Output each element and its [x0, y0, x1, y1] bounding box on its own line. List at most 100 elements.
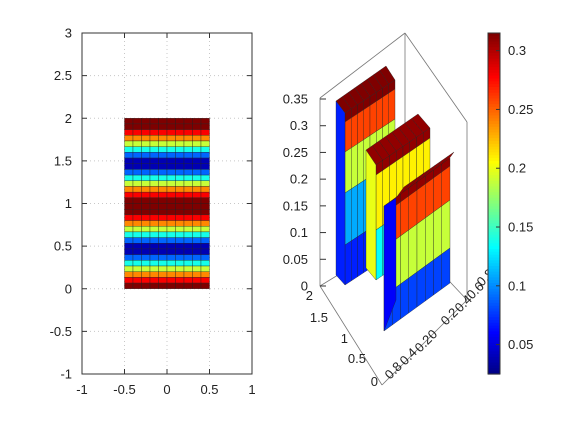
heatmap-cell [124, 140, 134, 147]
heatmap-cell [183, 146, 193, 153]
heatmap-cell [149, 123, 159, 130]
heatmap-cell [141, 123, 151, 130]
heatmap-cell [158, 186, 168, 193]
heatmap-cell [166, 214, 176, 221]
heatmap-cell [149, 226, 159, 233]
heatmap-cell [149, 254, 159, 261]
heatmap-cell [158, 135, 168, 142]
heatmap-cell [166, 203, 176, 210]
heatmap-cell [158, 169, 168, 176]
heatmap-cell [200, 231, 210, 238]
colorbar-segment [488, 368, 500, 372]
heatmap-cell [200, 118, 210, 125]
heatmap-cell [158, 174, 168, 181]
colorbar-segment [488, 342, 500, 347]
heatmap-cell [141, 174, 151, 181]
colorbar-segment [488, 334, 500, 338]
colorbar-segment [488, 84, 500, 88]
colorbar-segment [488, 140, 500, 145]
colorbar-segment [488, 277, 500, 281]
heatmap-cell [141, 169, 151, 176]
heatmap-cell [149, 231, 159, 238]
colorbar-segment [488, 160, 500, 165]
colorbar-segment [488, 317, 500, 321]
colorbar-tick-label: 0.15 [508, 220, 533, 235]
slab3-front-facet [416, 217, 426, 273]
heatmap-cell [166, 174, 176, 181]
heatmap-cell [132, 197, 142, 204]
heatmap-cell [149, 163, 159, 170]
heatmap-cell [149, 140, 159, 147]
heatmap-cell [192, 243, 202, 250]
colorbar-segment [488, 38, 500, 43]
heatmap-cell [124, 129, 134, 136]
z-tick-label: 0.25 [283, 145, 308, 160]
heatmap-cell [132, 180, 142, 187]
colorbar-segment [488, 331, 500, 335]
heatmap-cell [200, 123, 210, 130]
slab1-front-facet [351, 143, 358, 190]
heatmap-cell [132, 260, 142, 267]
heatmap-cell [141, 186, 151, 193]
heatmap-cell [175, 135, 185, 142]
heatmap-cell [124, 146, 134, 153]
slab1-front-facet [357, 109, 364, 145]
colorbar-segment [488, 189, 500, 193]
heatmap-cell [192, 118, 202, 125]
x-tick-label: 0 [163, 382, 170, 397]
heatmap-cell [166, 265, 176, 272]
heatmap-cell [192, 209, 202, 216]
heatmap-cell [149, 214, 159, 221]
surface-plot: 00.050.10.150.20.250.30.3500.511.520.80.… [283, 32, 497, 389]
heatmap-cell [200, 135, 210, 142]
heatmap-cell [132, 191, 142, 198]
heatmap-cell [175, 152, 185, 159]
colorbar-segment [488, 220, 500, 224]
colorbar-segment [488, 118, 500, 122]
y-tick-label: 2.5 [54, 68, 72, 83]
heatmap-cell [200, 243, 210, 250]
heatmap-cell [166, 135, 176, 142]
heatmap-cell [175, 197, 185, 204]
heatmap-cell [132, 231, 142, 238]
colorbar-segment [488, 52, 500, 57]
colorbar-segment [488, 248, 500, 253]
heatmap-cell [200, 191, 210, 198]
heatmap-cell [200, 260, 210, 267]
slab1-front-facet [351, 184, 358, 242]
heatmap-cell [158, 254, 168, 261]
heatmap-cell [200, 220, 210, 227]
y-tick-label: 1.5 [54, 153, 72, 168]
heatmap-cell [166, 118, 176, 125]
colorbar-segment [488, 172, 500, 176]
heatmap-cell [183, 203, 193, 210]
heatmap-cell [149, 277, 159, 284]
colorbar-segment [488, 72, 500, 77]
heatmap-cell [124, 209, 134, 216]
slab3-side [383, 197, 397, 332]
heatmap-cell [149, 203, 159, 210]
heatmap-cell [192, 248, 202, 255]
heatmap-cell [158, 197, 168, 204]
heatmap-cell [175, 254, 185, 261]
surface-box-edge [319, 32, 406, 99]
heatmap-cell [124, 277, 134, 284]
heatmap-cell [192, 163, 202, 170]
colorbar-segment [488, 152, 500, 156]
colorbar-segment [488, 345, 500, 350]
colorbar-segment [488, 291, 500, 296]
heatmap-cell [149, 282, 159, 289]
colorbar-segment [488, 41, 500, 45]
colorbar-segment [488, 288, 500, 293]
heatmap-cell [149, 248, 159, 255]
heatmap-cell [183, 169, 193, 176]
heatmap-cell [192, 220, 202, 227]
heatmap-cell [141, 152, 151, 159]
colorbar-segment [488, 257, 500, 261]
x-tick-label: 0.5 [200, 382, 218, 397]
colorbar-segment [488, 251, 500, 256]
colorbar-segment [488, 129, 500, 134]
heatmap-cell [183, 129, 193, 136]
slab1-front-facet [344, 147, 352, 194]
colorbar-segment [488, 67, 500, 71]
